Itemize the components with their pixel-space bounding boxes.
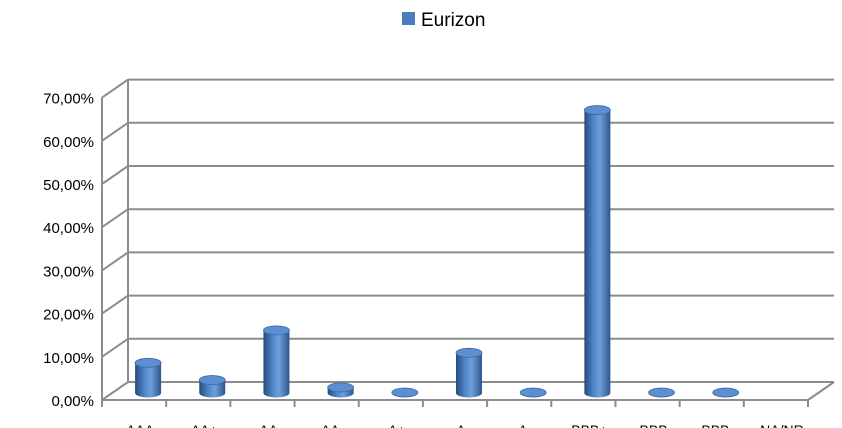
x-tick-label: BBB-	[701, 422, 734, 428]
bar	[648, 387, 675, 398]
bar-top	[263, 325, 290, 336]
y-axis-ticks: 0,00% 10,00% 20,00% 30,00% 40,00% 50,00% 60,00…	[43, 91, 94, 410]
bar-top	[198, 375, 226, 385]
legend-swatch	[402, 12, 415, 25]
bar-top	[327, 382, 355, 393]
bar-body	[263, 330, 290, 398]
gridline-left-wall	[101, 165, 129, 185]
bar-body	[584, 110, 611, 398]
x-tick-label: A	[456, 422, 466, 428]
x-tick-label: BBB+	[571, 422, 607, 428]
bar-top	[712, 387, 740, 398]
bar	[519, 387, 547, 398]
bar	[583, 105, 611, 398]
gridline-left-wall	[101, 251, 129, 272]
floor-edge	[807, 381, 835, 401]
bar	[263, 325, 290, 398]
x-tick-label: AAA	[126, 422, 155, 428]
bar-top	[583, 105, 611, 115]
y-tick-label: 0,00%	[51, 393, 94, 410]
bar	[134, 357, 162, 398]
gridline-left-wall	[101, 121, 129, 142]
x-tick-label: AA+	[191, 422, 218, 428]
x-tick-label: A+	[388, 422, 406, 428]
grid	[101, 78, 835, 401]
bar	[327, 382, 355, 398]
bar	[391, 387, 419, 398]
x-tick-label: NA/NR	[760, 422, 804, 428]
y-tick-label: 10,00%	[43, 350, 94, 367]
x-tick-label: AA-	[321, 422, 345, 428]
y-tick-label: 40,00%	[43, 220, 94, 237]
bar-top	[519, 387, 547, 398]
bar-body	[199, 380, 226, 398]
bar-body	[135, 362, 162, 398]
gridline-left-wall	[101, 208, 129, 229]
x-tick-label: A-	[518, 422, 532, 428]
bar	[712, 387, 740, 398]
x-tick-label: AA	[259, 422, 278, 428]
y-tick-label: 20,00%	[43, 307, 94, 324]
bar-top	[648, 387, 675, 398]
gridline-left-wall	[101, 337, 129, 358]
bar	[198, 375, 226, 398]
gridline-left-wall	[101, 78, 129, 99]
x-tick-label: BBB	[640, 422, 668, 428]
gridline-left-wall	[101, 294, 129, 315]
y-tick-label: 60,00%	[43, 134, 94, 151]
bars	[134, 105, 740, 398]
legend-label: Eurizon	[421, 10, 485, 31]
y-tick-label: 30,00%	[43, 263, 94, 280]
gridline-left-wall	[101, 381, 129, 401]
bar-top	[134, 357, 162, 368]
bar-body	[456, 352, 482, 398]
bar-top	[455, 347, 483, 358]
legend: Eurizon	[402, 10, 485, 31]
bar-top	[391, 387, 419, 398]
bar	[455, 347, 483, 398]
x-axis-ticks: AAAAA+AAAA-A+AA-BBB+BBBBBB-NA/NR	[101, 400, 809, 428]
y-tick-label: 50,00%	[43, 177, 94, 194]
y-tick-label: 70,00%	[43, 91, 94, 108]
